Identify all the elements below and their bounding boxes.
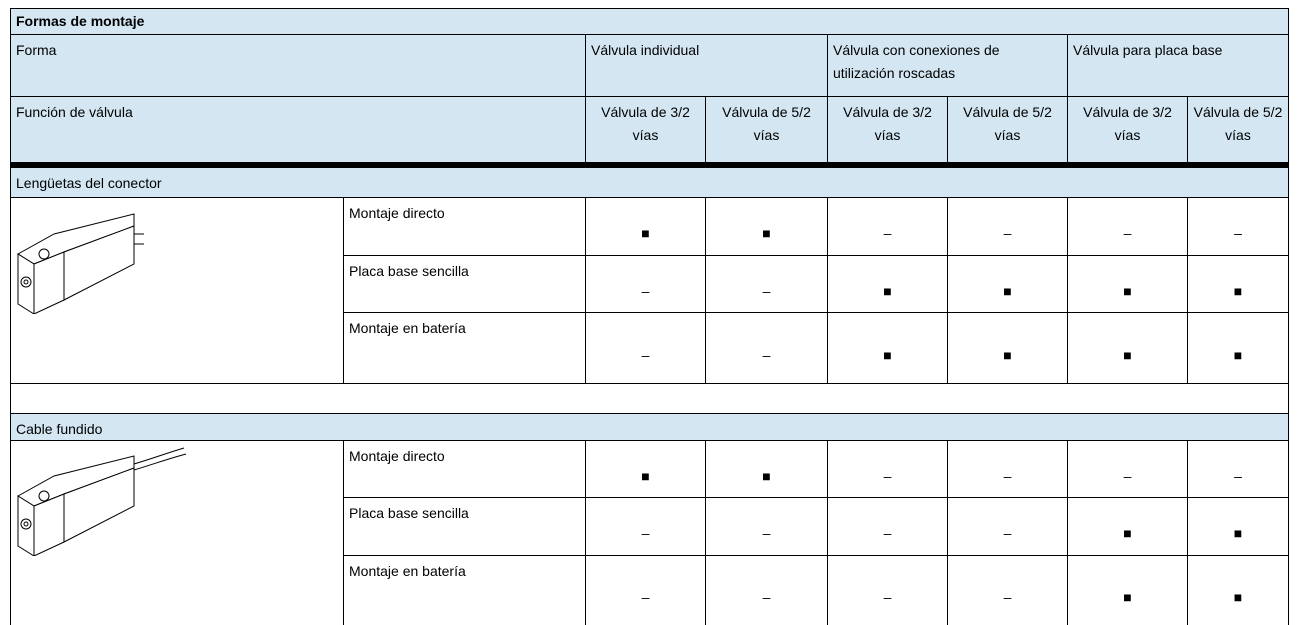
- availability: ■: [585, 197, 705, 255]
- availability: ■: [705, 197, 827, 255]
- row-label: Placa base sencilla: [343, 497, 585, 555]
- availability: –: [585, 255, 705, 312]
- availability: ■: [585, 440, 705, 497]
- availability: ■: [1067, 312, 1187, 383]
- availability: –: [705, 555, 827, 625]
- group-header: Válvula individual: [585, 34, 827, 96]
- availability: ■: [1187, 312, 1289, 383]
- image-cell: [10, 440, 343, 625]
- row-label: Montaje directo: [343, 197, 585, 255]
- availability: –: [585, 497, 705, 555]
- forma-label: Forma: [10, 34, 585, 96]
- availability: ■: [1067, 497, 1187, 555]
- group-header: Válvula con conexiones de utilización ro…: [827, 34, 1067, 96]
- availability: –: [947, 555, 1067, 625]
- function-header: Válvula de 5/2 vías: [947, 96, 1067, 162]
- availability: ■: [827, 255, 947, 312]
- availability: ■: [1067, 255, 1187, 312]
- row-label: Placa base sencilla: [343, 255, 585, 312]
- availability: ■: [1187, 497, 1289, 555]
- function-header: Válvula de 3/2 vías: [585, 96, 705, 162]
- funcion-label: Función de válvula: [10, 96, 585, 162]
- section-title: Lengüetas del conector: [10, 167, 1289, 197]
- availability: –: [827, 440, 947, 497]
- availability: –: [947, 197, 1067, 255]
- availability: –: [827, 555, 947, 625]
- spacer-row: [10, 383, 1289, 413]
- function-header: Válvula de 3/2 vías: [1067, 96, 1187, 162]
- availability: –: [705, 497, 827, 555]
- availability: –: [947, 440, 1067, 497]
- row-label: Montaje en batería: [343, 555, 585, 625]
- availability: –: [585, 555, 705, 625]
- availability: ■: [947, 255, 1067, 312]
- availability: ■: [827, 312, 947, 383]
- availability: –: [827, 197, 947, 255]
- availability: –: [585, 312, 705, 383]
- availability: –: [1067, 440, 1187, 497]
- section-title: Cable fundido: [10, 413, 1289, 440]
- availability: ■: [705, 440, 827, 497]
- availability: ■: [1187, 555, 1289, 625]
- function-header: Válvula de 5/2 vías: [1187, 96, 1289, 162]
- availability: –: [827, 497, 947, 555]
- availability: –: [1187, 197, 1289, 255]
- availability: ■: [1067, 555, 1187, 625]
- availability: ■: [947, 312, 1067, 383]
- availability: –: [947, 497, 1067, 555]
- availability: –: [705, 255, 827, 312]
- row-label: Montaje directo: [343, 440, 585, 497]
- image-cell: [10, 197, 343, 383]
- availability: –: [705, 312, 827, 383]
- availability: –: [1067, 197, 1187, 255]
- row-label: Montaje en batería: [343, 312, 585, 383]
- group-header: Válvula para placa base: [1067, 34, 1289, 96]
- function-header: Válvula de 3/2 vías: [827, 96, 947, 162]
- function-header: Válvula de 5/2 vías: [705, 96, 827, 162]
- valve-icon: [17, 213, 144, 314]
- availability: –: [1187, 440, 1289, 497]
- header-rule: [10, 162, 1289, 167]
- valve-icon: [17, 447, 187, 556]
- availability: ■: [1187, 255, 1289, 312]
- table-title: Formas de montaje: [10, 8, 1289, 34]
